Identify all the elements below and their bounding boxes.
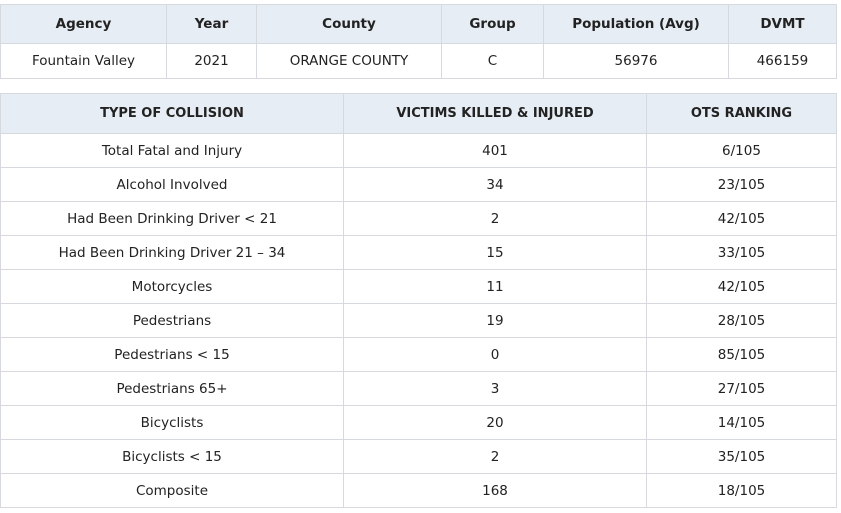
- table-row: Motorcycles 11 42/105: [0, 269, 837, 304]
- table-cell: Composite: [0, 473, 344, 508]
- table-cell: 14/105: [646, 405, 837, 440]
- table-cell: 15: [343, 235, 647, 270]
- table-row: Had Been Drinking Driver 21 – 34 15 33/105: [0, 235, 837, 270]
- table-cell: 466159: [728, 43, 837, 79]
- table-cell: 23/105: [646, 167, 837, 202]
- column-header: VICTIMS KILLED & INJURED: [343, 93, 647, 134]
- table-cell: 2021: [166, 43, 257, 79]
- table-cell: 56976: [543, 43, 729, 79]
- column-header: Population (Avg): [543, 4, 729, 44]
- table-cell: 11: [343, 269, 647, 304]
- table-cell: Motorcycles: [0, 269, 344, 304]
- table-cell: 6/105: [646, 133, 837, 168]
- table-row: Pedestrians < 15 0 85/105: [0, 337, 837, 372]
- table-cell: Total Fatal and Injury: [0, 133, 344, 168]
- table-cell: 42/105: [646, 201, 837, 236]
- column-header: Agency: [0, 4, 167, 44]
- table-row: Fountain Valley 2021 ORANGE COUNTY C 56976 46…: [0, 43, 837, 79]
- table-row: Pedestrians 65+ 3 27/105: [0, 371, 837, 406]
- header-row: TYPE OF COLLISION VICTIMS KILLED & INJURE…: [0, 93, 837, 134]
- table-row: Composite 168 18/105: [0, 473, 837, 508]
- column-header: Group: [441, 4, 544, 44]
- table-cell: 2: [343, 439, 647, 474]
- table-cell: ORANGE COUNTY: [256, 43, 442, 79]
- table-cell: Had Been Drinking Driver < 21: [0, 201, 344, 236]
- table-head: Agency Year County Group Population (Avg) DVM…: [0, 4, 837, 44]
- table-row: Bicyclists 20 14/105: [0, 405, 837, 440]
- table-cell: Bicyclists < 15: [0, 439, 344, 474]
- table-cell: 0: [343, 337, 647, 372]
- table-cell: 168: [343, 473, 647, 508]
- column-header: County: [256, 4, 442, 44]
- table-cell: Pedestrians < 15: [0, 337, 344, 372]
- table-row: Bicyclists < 15 2 35/105: [0, 439, 837, 474]
- table-body: Total Fatal and Injury 401 6/105 Alcohol In…: [0, 133, 837, 508]
- table-row: Alcohol Involved 34 23/105: [0, 167, 837, 202]
- table-cell: 3: [343, 371, 647, 406]
- table-cell: 20: [343, 405, 647, 440]
- table-row: Pedestrians 19 28/105: [0, 303, 837, 338]
- table-cell: 42/105: [646, 269, 837, 304]
- header-row: Agency Year County Group Population (Avg) DVM…: [0, 4, 837, 44]
- table-row: Total Fatal and Injury 401 6/105: [0, 133, 837, 168]
- table-cell: 27/105: [646, 371, 837, 406]
- table-cell: 401: [343, 133, 647, 168]
- table-row: Had Been Drinking Driver < 21 2 42/105: [0, 201, 837, 236]
- table-cell: Pedestrians: [0, 303, 344, 338]
- column-header: Year: [166, 4, 257, 44]
- table-cell: Pedestrians 65+: [0, 371, 344, 406]
- table-cell: 18/105: [646, 473, 837, 508]
- table-cell: Bicyclists: [0, 405, 344, 440]
- table-cell: 85/105: [646, 337, 837, 372]
- table-cell: C: [441, 43, 544, 79]
- table-head: TYPE OF COLLISION VICTIMS KILLED & INJURE…: [0, 93, 837, 134]
- table-cell: 34: [343, 167, 647, 202]
- table-cell: 35/105: [646, 439, 837, 474]
- table-cell: 19: [343, 303, 647, 338]
- table-cell: Fountain Valley: [0, 43, 167, 79]
- column-header: TYPE OF COLLISION: [0, 93, 344, 134]
- table-cell: 33/105: [646, 235, 837, 270]
- table-body: Fountain Valley 2021 ORANGE COUNTY C 56976 46…: [0, 43, 837, 79]
- table-cell: 28/105: [646, 303, 837, 338]
- collision-table: TYPE OF COLLISION VICTIMS KILLED & INJURE…: [0, 93, 837, 508]
- column-header: OTS RANKING: [646, 93, 837, 134]
- column-header: DVMT: [728, 4, 837, 44]
- summary-table: Agency Year County Group Population (Avg) DVM…: [0, 4, 837, 79]
- table-cell: 2: [343, 201, 647, 236]
- table-cell: Had Been Drinking Driver 21 – 34: [0, 235, 344, 270]
- table-cell: Alcohol Involved: [0, 167, 344, 202]
